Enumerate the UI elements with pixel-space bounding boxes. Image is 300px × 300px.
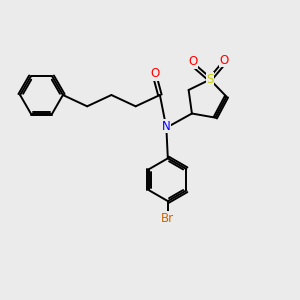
Text: N: N bbox=[162, 120, 171, 133]
Text: O: O bbox=[188, 55, 198, 68]
Text: Br: Br bbox=[161, 212, 174, 225]
Text: O: O bbox=[219, 54, 229, 67]
Text: S: S bbox=[206, 73, 214, 86]
Text: O: O bbox=[151, 67, 160, 80]
